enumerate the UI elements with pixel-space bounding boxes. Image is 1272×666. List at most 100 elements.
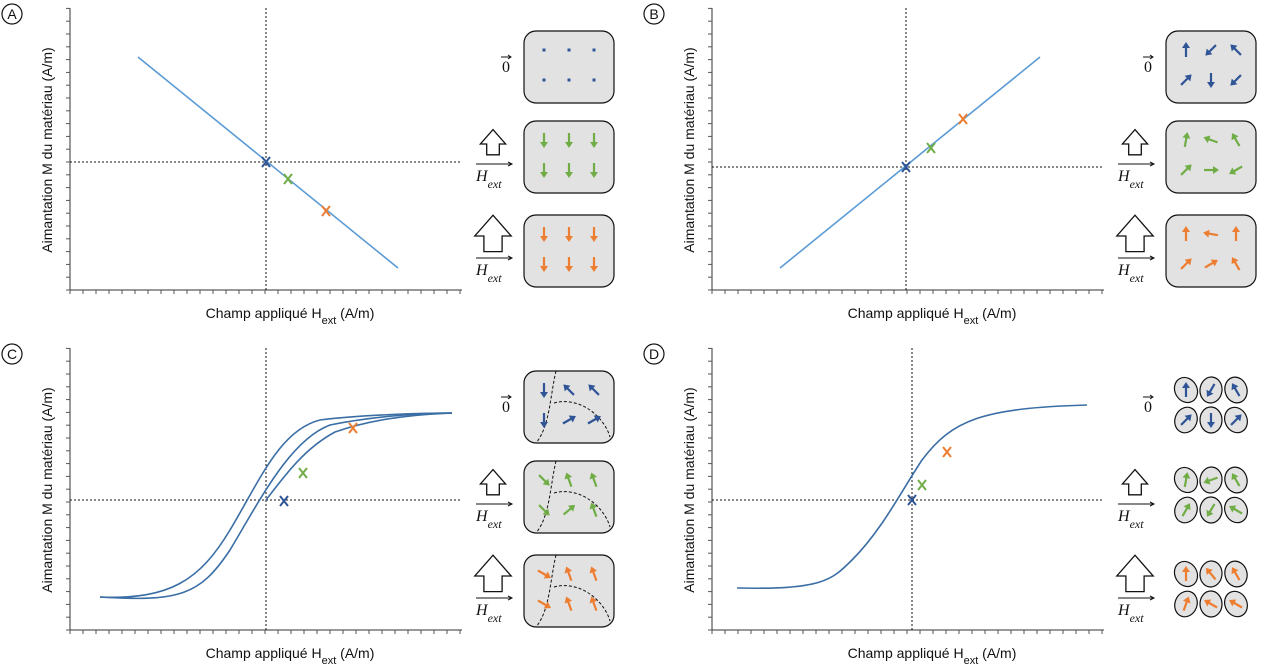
moment-arrow <box>590 163 598 178</box>
arrow-shaft <box>1208 570 1217 581</box>
panel: C Aimantation M du matériau (A/m) Champ ap… <box>1 343 615 666</box>
arrow-head <box>1232 226 1240 232</box>
vector-arrow <box>476 255 514 261</box>
arrow-head <box>1184 164 1192 172</box>
moment-arrow <box>589 472 598 487</box>
arrow-head <box>1206 389 1214 397</box>
moment-arrow <box>565 257 573 272</box>
arrow-head <box>540 392 548 398</box>
field-arrow <box>473 214 513 253</box>
y-axis-label: Aimantation M du matériau (A/m) <box>681 47 697 252</box>
arrow-shaft <box>1204 261 1215 269</box>
moment-arrow <box>1180 74 1192 86</box>
state-cross <box>926 142 936 154</box>
arrow-shaft <box>1181 506 1189 517</box>
arrow-shaft <box>538 504 547 513</box>
arrow-head <box>565 172 573 178</box>
moment-arrow <box>1182 132 1191 148</box>
arrow-shaft <box>1183 136 1188 148</box>
field-sub: ext <box>1130 517 1145 531</box>
arrow-head <box>1231 383 1239 391</box>
state-cross <box>348 422 358 434</box>
arrow-shaft <box>1207 601 1218 609</box>
state-box <box>523 214 615 288</box>
field-main: H <box>475 262 489 279</box>
field-label: Hext <box>475 602 502 625</box>
domain-wall <box>535 370 557 444</box>
moment-arrow <box>1231 257 1241 271</box>
field-arrow <box>473 554 513 593</box>
moment-arrow <box>589 596 598 611</box>
arrow-shaft <box>566 570 573 581</box>
y-axis-label: Aimantation M du matériau (A/m) <box>681 387 697 592</box>
x-label-unit: (A/m) <box>336 645 374 661</box>
moment-dot <box>567 48 571 52</box>
state-box <box>1165 30 1257 104</box>
panel: A Aimantation M du matériau (A/m) Champ ap… <box>1 3 615 327</box>
arrow-head <box>540 266 548 272</box>
moment-arrow <box>1229 599 1243 609</box>
moment-dot <box>542 48 546 52</box>
field-sub: ext <box>1130 611 1145 625</box>
x-label-main: Champ appliqué H <box>206 305 322 321</box>
arrow-head <box>588 384 596 392</box>
x-label-main: Champ appliqué H <box>848 305 964 321</box>
arrow-shaft <box>1208 383 1216 394</box>
arrow-shaft <box>591 570 598 581</box>
arrow-shaft <box>1230 417 1239 426</box>
arrow-head <box>543 571 551 579</box>
field-sub: ext <box>488 177 503 191</box>
arrow-head <box>564 566 573 574</box>
state-box <box>523 120 615 194</box>
moment-arrow <box>1203 476 1218 485</box>
arrow-head <box>1203 135 1211 144</box>
moment-arrow <box>1205 567 1217 581</box>
field-arrow <box>1115 214 1155 253</box>
y-axis-label: Aimantation M du matériau (A/m) <box>39 387 55 592</box>
arrow-head <box>1231 473 1239 481</box>
arrow-head <box>589 596 598 604</box>
magnetization-curve <box>99 412 453 599</box>
moment-dot <box>567 78 571 82</box>
x-label-sub: ext <box>964 315 979 327</box>
panel-letter-circle <box>643 343 665 365</box>
domain-wall <box>553 401 611 438</box>
arrow-head <box>565 142 573 148</box>
vector-arrow <box>1118 595 1156 601</box>
vector-arrow <box>501 54 512 60</box>
arrow-head <box>540 142 548 148</box>
x-axis-label: Champ appliqué Hext (A/m) <box>206 305 375 327</box>
x-label-unit: (A/m) <box>978 305 1016 321</box>
arrow-head <box>540 172 548 178</box>
arrow-shaft <box>591 506 598 517</box>
arrow-head <box>1231 257 1239 265</box>
magnetization-curve <box>99 412 453 600</box>
arrow-head <box>1229 167 1237 175</box>
moment-arrow <box>1206 383 1216 397</box>
moment-arrow <box>563 384 575 396</box>
field-main: H <box>475 168 489 185</box>
arrow-head <box>1203 476 1211 485</box>
moment-arrow <box>1230 414 1242 426</box>
arrow-shaft <box>1183 476 1188 488</box>
moment-arrow <box>562 415 576 425</box>
arrow-shaft <box>1233 47 1242 56</box>
field-arrow <box>1120 128 1150 156</box>
state-cross <box>901 161 911 173</box>
magnetization-curve <box>265 412 453 501</box>
state-cross <box>283 173 293 185</box>
moment-arrow <box>1231 133 1241 147</box>
arrow-head <box>540 422 548 428</box>
arrow-shaft <box>1207 137 1218 144</box>
arrow-shaft <box>1233 136 1241 147</box>
panel-letter-circle <box>1 343 23 365</box>
field-main: H <box>1117 168 1131 185</box>
arrow-shaft <box>1233 260 1241 271</box>
arrow-shaft <box>566 476 573 487</box>
x-label-sub: ext <box>964 655 979 666</box>
arrow-head <box>568 415 576 423</box>
state-cross <box>261 156 271 168</box>
arrow-shaft <box>1207 476 1218 483</box>
arrow-shaft <box>538 474 547 483</box>
